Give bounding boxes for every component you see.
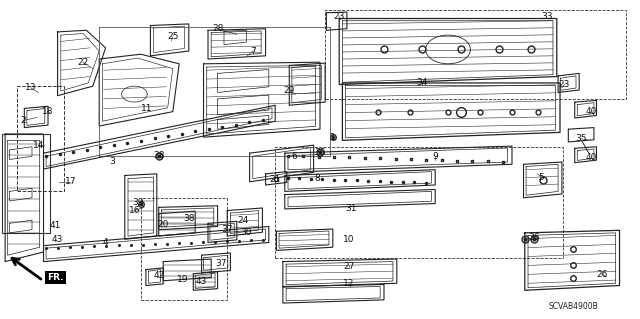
Text: 39: 39: [132, 198, 143, 207]
Text: 11: 11: [141, 104, 153, 113]
Text: 2: 2: [20, 116, 26, 125]
Text: 9: 9: [433, 152, 438, 161]
Text: 22: 22: [77, 58, 89, 67]
Text: 40: 40: [586, 153, 597, 162]
Text: 25: 25: [167, 32, 179, 41]
Text: 10: 10: [343, 235, 355, 244]
Text: 34: 34: [417, 78, 428, 87]
Text: 27: 27: [343, 262, 355, 271]
Text: 30: 30: [241, 228, 252, 237]
Text: 18: 18: [42, 107, 54, 115]
Text: SCVAB4900B: SCVAB4900B: [548, 302, 598, 311]
Text: 36: 36: [314, 148, 326, 157]
Text: 42: 42: [153, 271, 164, 280]
Text: 24: 24: [237, 216, 249, 225]
Text: 20: 20: [157, 220, 169, 229]
Text: 3: 3: [109, 157, 115, 166]
Text: 4: 4: [103, 238, 108, 247]
Bar: [275, 147, 563, 258]
Text: 19: 19: [177, 275, 188, 284]
Text: 28: 28: [212, 24, 223, 33]
Text: 38: 38: [153, 151, 164, 160]
Text: 36: 36: [529, 233, 540, 242]
Text: 35: 35: [575, 134, 587, 143]
Text: 43: 43: [52, 235, 63, 244]
Text: 7: 7: [250, 47, 255, 56]
Text: 37: 37: [221, 225, 233, 234]
Text: 26: 26: [596, 270, 607, 279]
Text: 21: 21: [269, 175, 281, 184]
Text: 12: 12: [343, 279, 355, 288]
Text: 16: 16: [129, 206, 140, 215]
Text: 33: 33: [541, 12, 553, 21]
Text: 23: 23: [559, 80, 570, 89]
Text: 38: 38: [183, 214, 195, 223]
Text: 17: 17: [65, 177, 76, 186]
Text: 31: 31: [345, 204, 356, 213]
Text: 5: 5: [538, 173, 543, 182]
Bar: [325, 10, 626, 99]
Text: 8: 8: [314, 174, 319, 183]
Text: 13: 13: [25, 83, 36, 92]
Bar: [17, 86, 64, 191]
Text: 6: 6: [292, 152, 297, 161]
Text: FR.: FR.: [47, 273, 64, 282]
Bar: [141, 198, 227, 300]
Text: 37: 37: [215, 259, 227, 268]
Text: 43: 43: [196, 277, 207, 286]
Text: 41: 41: [49, 221, 61, 230]
Bar: [2, 134, 50, 233]
Text: 23: 23: [333, 12, 345, 21]
Text: 1: 1: [330, 133, 335, 142]
Text: 29: 29: [284, 86, 295, 95]
Text: 40: 40: [586, 107, 597, 116]
Text: 14: 14: [33, 141, 44, 150]
